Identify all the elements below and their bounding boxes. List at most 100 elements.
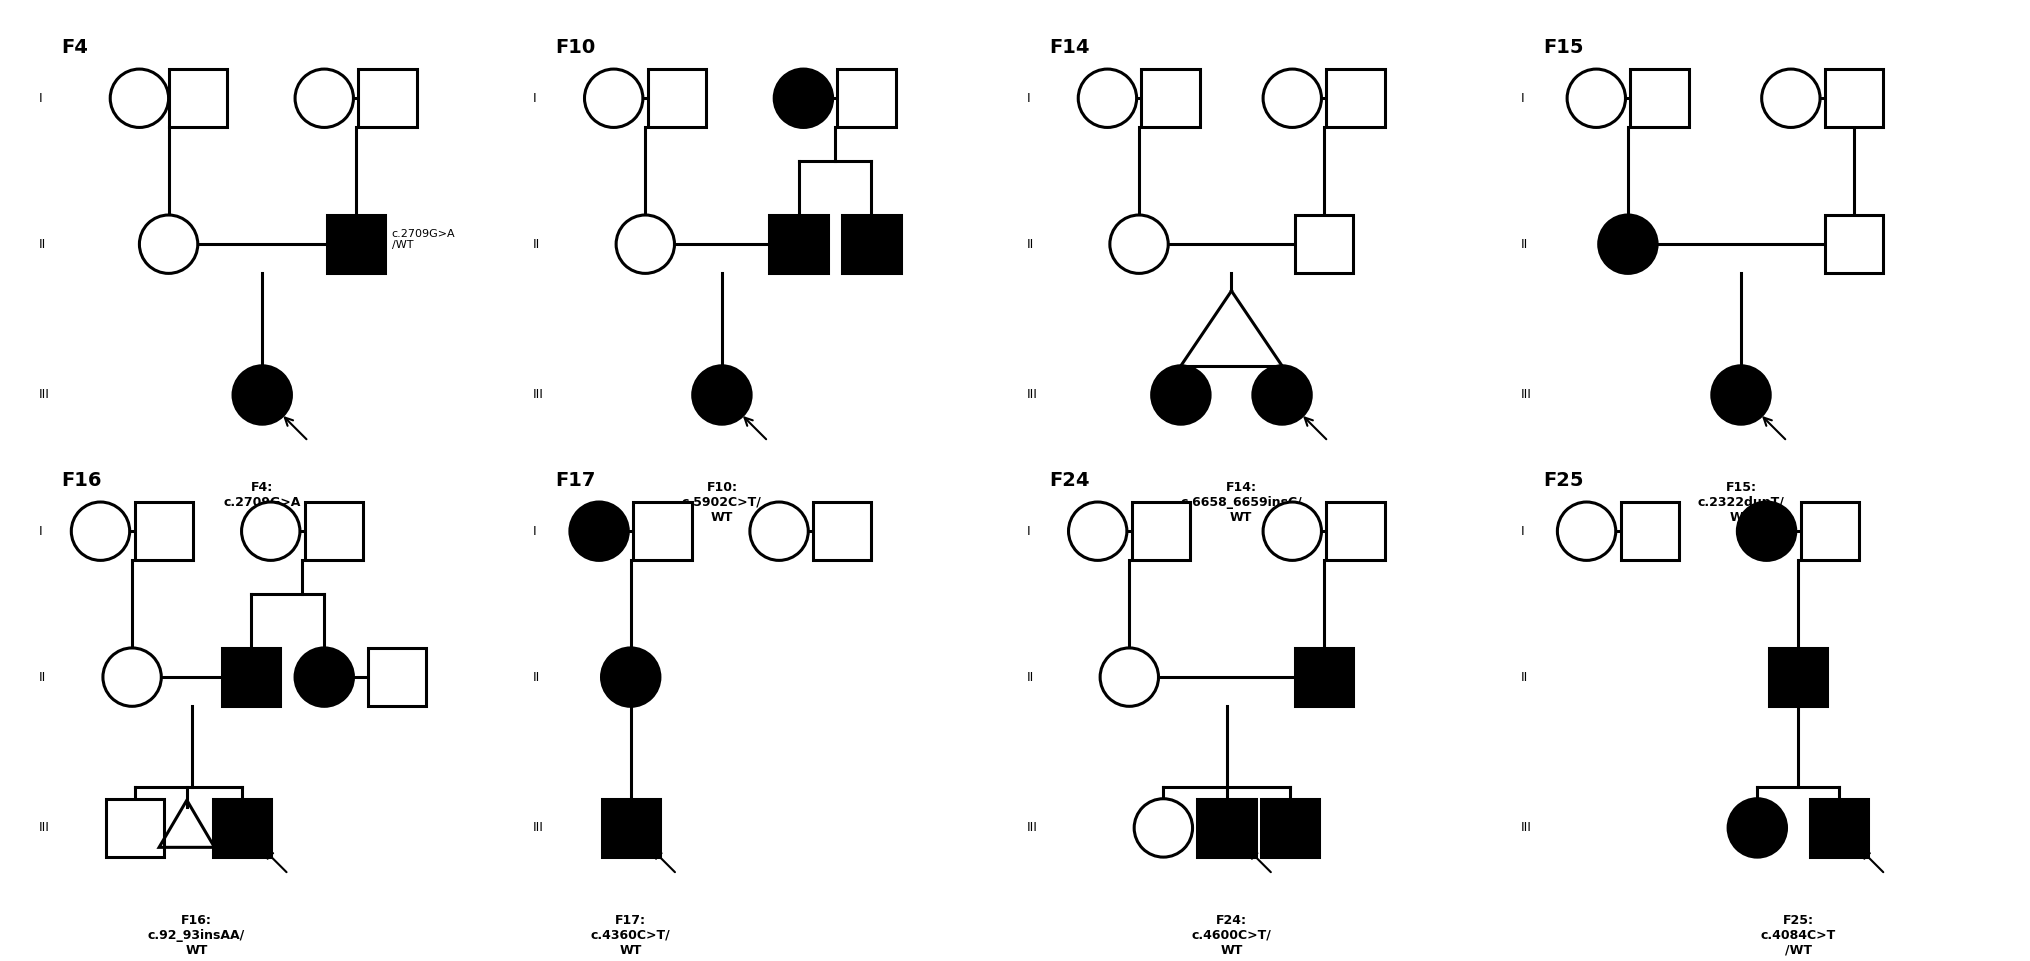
Text: F25: F25 bbox=[1543, 471, 1583, 490]
Circle shape bbox=[1738, 502, 1797, 560]
Text: I: I bbox=[534, 525, 536, 538]
Circle shape bbox=[1728, 799, 1786, 857]
Bar bbox=[168, 69, 227, 128]
Bar bbox=[1326, 69, 1384, 128]
Text: F14: F14 bbox=[1050, 38, 1090, 58]
Circle shape bbox=[617, 215, 674, 273]
Text: II: II bbox=[1520, 671, 1529, 683]
Circle shape bbox=[242, 502, 300, 560]
Bar bbox=[1620, 502, 1679, 560]
Circle shape bbox=[1711, 366, 1770, 424]
Text: F14:
c.6658_6659insC/
WT: F14: c.6658_6659insC/ WT bbox=[1179, 480, 1301, 524]
Text: II: II bbox=[1027, 671, 1033, 683]
Text: I: I bbox=[534, 91, 536, 105]
Circle shape bbox=[1151, 366, 1210, 424]
Text: I: I bbox=[1520, 91, 1525, 105]
Circle shape bbox=[1557, 502, 1616, 560]
Text: F15: F15 bbox=[1543, 38, 1583, 58]
Bar bbox=[648, 69, 706, 128]
Text: F10:
c.5902C>T/
WT: F10: c.5902C>T/ WT bbox=[682, 480, 761, 524]
Text: F15:
c.2322dupT/
WT: F15: c.2322dupT/ WT bbox=[1697, 480, 1784, 524]
Bar bbox=[769, 215, 828, 273]
Bar bbox=[633, 502, 692, 560]
Bar bbox=[213, 799, 272, 857]
Text: F25:
c.4084C>T
/WT: F25: c.4084C>T /WT bbox=[1760, 914, 1835, 956]
Text: I: I bbox=[39, 91, 43, 105]
Bar bbox=[327, 215, 386, 273]
Circle shape bbox=[294, 69, 353, 128]
Circle shape bbox=[1253, 366, 1311, 424]
Text: c.2709G>A
/WT: c.2709G>A /WT bbox=[392, 229, 455, 250]
Text: F17: F17 bbox=[556, 471, 595, 490]
Bar bbox=[221, 648, 280, 706]
Bar bbox=[134, 502, 193, 560]
Text: II: II bbox=[1027, 237, 1033, 251]
Text: III: III bbox=[1520, 388, 1531, 402]
Bar bbox=[1295, 648, 1354, 706]
Text: II: II bbox=[534, 671, 540, 683]
Bar bbox=[106, 799, 164, 857]
Bar bbox=[842, 215, 901, 273]
Bar bbox=[838, 69, 895, 128]
Circle shape bbox=[1567, 69, 1626, 128]
Circle shape bbox=[110, 69, 168, 128]
Bar bbox=[1141, 69, 1200, 128]
Text: III: III bbox=[534, 388, 544, 402]
Bar bbox=[1261, 799, 1320, 857]
Bar bbox=[1326, 502, 1384, 560]
Text: II: II bbox=[39, 671, 47, 683]
Text: I: I bbox=[1027, 525, 1031, 538]
Bar bbox=[1768, 648, 1827, 706]
Bar bbox=[1825, 69, 1884, 128]
Text: III: III bbox=[39, 388, 51, 402]
Text: F24:
c.4600C>T/
WT: F24: c.4600C>T/ WT bbox=[1192, 914, 1271, 956]
Text: II: II bbox=[1520, 237, 1529, 251]
Bar bbox=[367, 648, 426, 706]
Circle shape bbox=[140, 215, 197, 273]
Circle shape bbox=[749, 502, 808, 560]
Bar bbox=[359, 69, 416, 128]
Text: F4:
c.2709G>A
/WT: F4: c.2709G>A /WT bbox=[223, 480, 300, 524]
Text: I: I bbox=[1027, 91, 1031, 105]
Bar bbox=[1198, 799, 1257, 857]
Bar bbox=[601, 799, 660, 857]
Bar bbox=[1630, 69, 1689, 128]
Circle shape bbox=[1068, 502, 1127, 560]
Bar bbox=[304, 502, 363, 560]
Circle shape bbox=[104, 648, 160, 706]
Text: II: II bbox=[39, 237, 47, 251]
Text: F17:
c.4360C>T/
WT: F17: c.4360C>T/ WT bbox=[591, 914, 670, 956]
Text: III: III bbox=[1520, 822, 1531, 834]
Circle shape bbox=[233, 366, 292, 424]
Circle shape bbox=[1078, 69, 1137, 128]
Circle shape bbox=[1263, 502, 1322, 560]
Text: F16: F16 bbox=[61, 471, 102, 490]
Bar bbox=[1133, 502, 1190, 560]
Circle shape bbox=[1762, 69, 1821, 128]
Circle shape bbox=[1110, 215, 1167, 273]
Text: I: I bbox=[39, 525, 43, 538]
Bar bbox=[814, 502, 871, 560]
Circle shape bbox=[1135, 799, 1192, 857]
Text: F10: F10 bbox=[556, 38, 595, 58]
Circle shape bbox=[773, 69, 832, 128]
Text: F24: F24 bbox=[1050, 471, 1090, 490]
Bar bbox=[1801, 502, 1859, 560]
Bar bbox=[1295, 215, 1354, 273]
Text: III: III bbox=[534, 822, 544, 834]
Text: F4: F4 bbox=[61, 38, 89, 58]
Circle shape bbox=[1263, 69, 1322, 128]
Text: I: I bbox=[1520, 525, 1525, 538]
Bar bbox=[1811, 799, 1868, 857]
Circle shape bbox=[692, 366, 751, 424]
Circle shape bbox=[71, 502, 130, 560]
Text: II: II bbox=[534, 237, 540, 251]
Text: III: III bbox=[1027, 822, 1037, 834]
Circle shape bbox=[1600, 215, 1656, 273]
Circle shape bbox=[1100, 648, 1159, 706]
Circle shape bbox=[294, 648, 353, 706]
Circle shape bbox=[570, 502, 627, 560]
Text: F16:
c.92_93insAA/
WT: F16: c.92_93insAA/ WT bbox=[148, 914, 246, 956]
Text: III: III bbox=[1027, 388, 1037, 402]
Circle shape bbox=[601, 648, 660, 706]
